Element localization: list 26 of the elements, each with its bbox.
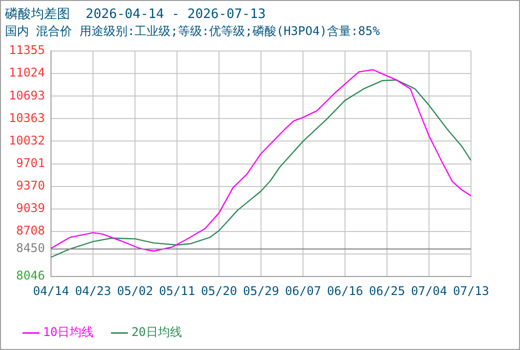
x-tick-label: 05/20 [200,284,238,298]
y-tick-label: 10032 [8,133,45,148]
x-tick-label: 04/14 [32,284,70,298]
y-tick-label: 11024 [8,66,45,80]
x-tick-label: 07/13 [452,284,490,298]
chart-title: 磷酸均差图 2026-04-14 - 2026-07-13 [4,7,266,22]
x-tick-label: 06/07 [284,284,322,298]
x-tick-label: 05/29 [242,284,280,298]
x-tick-label: 07/04 [410,284,448,298]
legend-label: 10日均线 [43,325,94,340]
x-tick-label: 05/02 [116,284,154,298]
y-tick-label: 9701 [16,156,45,170]
y-tick-label: 8708 [16,224,45,238]
x-tick-label: 05/11 [158,284,196,298]
y-tick-label: 10693 [8,88,45,102]
x-tick-label: 06/16 [326,284,364,298]
chart-subtitle: 国内 混合价 用途级别:工业级;等级:优等级;磷酸(H3PO4)含量:85% [5,24,381,38]
y-tick-label: 9039 [16,201,45,216]
x-tick-label: 06/25 [368,284,406,298]
y-tick-label: 11355 [8,43,45,58]
y-tick-label: 10363 [8,110,45,125]
y-tick-label: 8046 [16,268,45,283]
x-tick-label: 04/23 [74,284,112,298]
legend-label: 20日均线 [131,325,182,340]
ref-line-label: 8450 [16,241,45,256]
y-tick-label: 9370 [16,178,45,192]
